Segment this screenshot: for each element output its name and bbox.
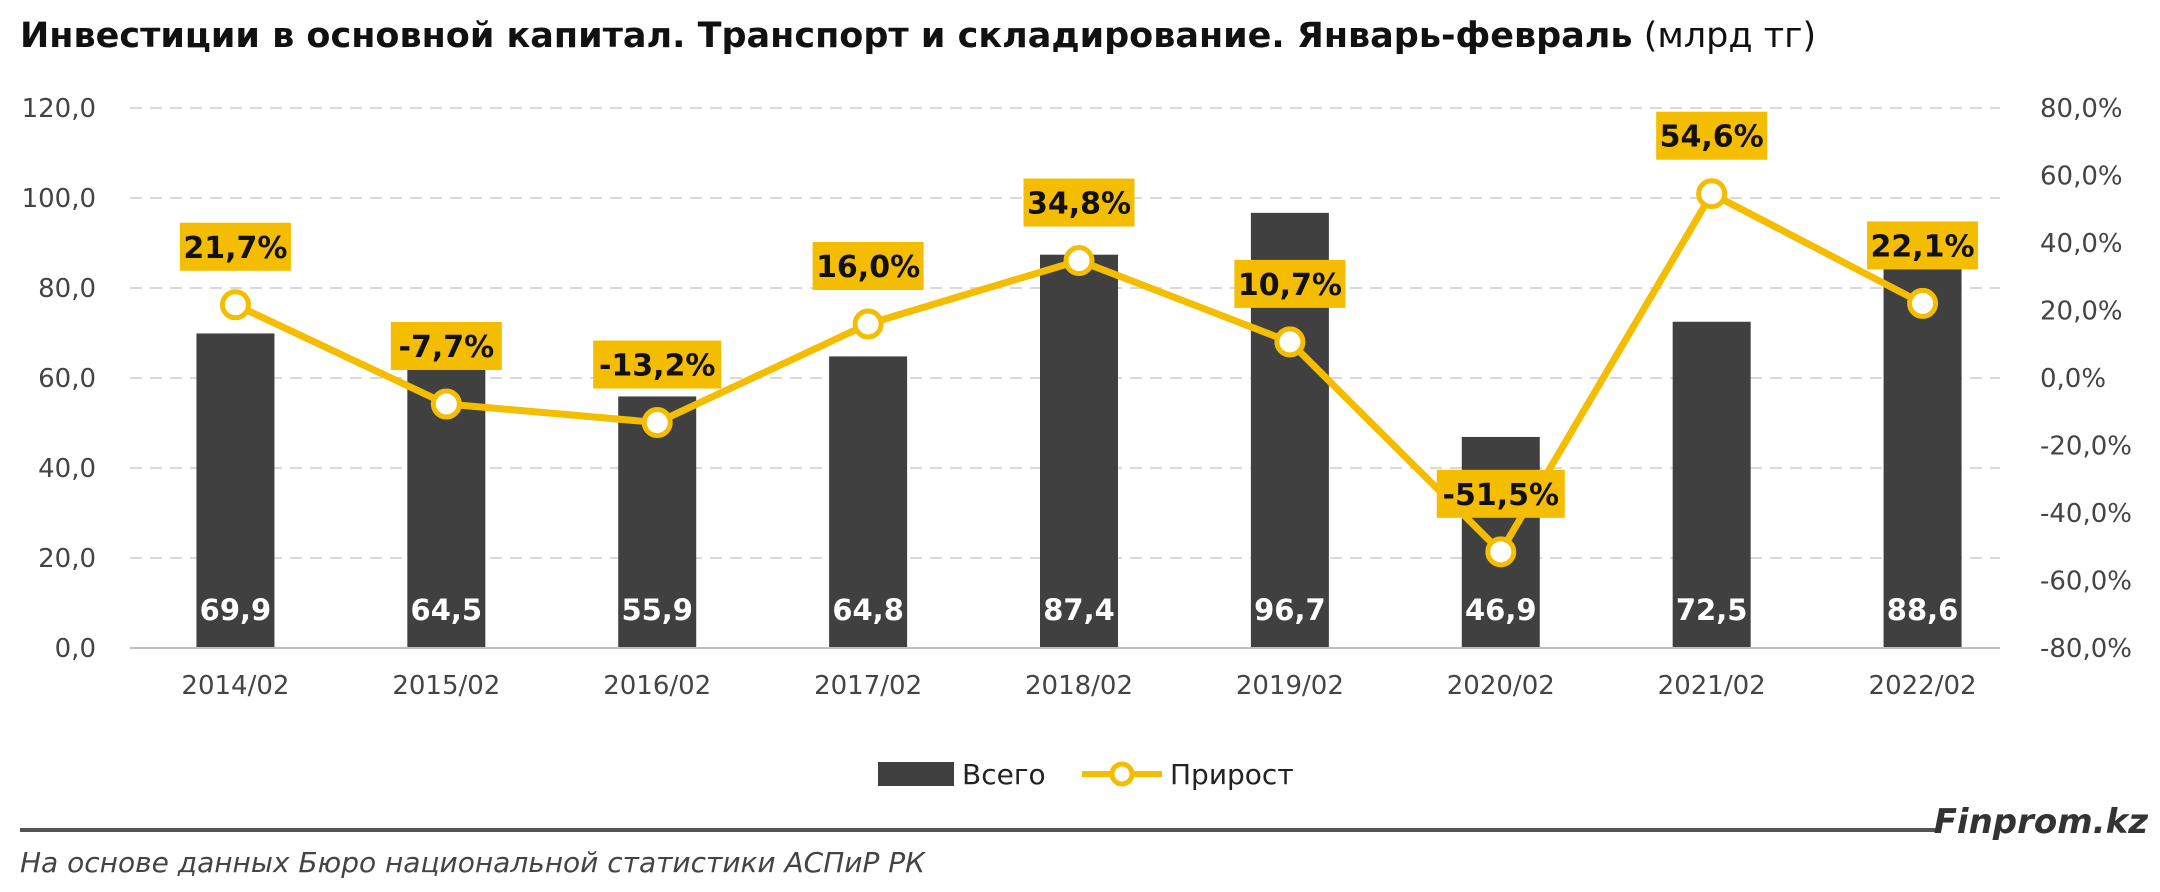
bar xyxy=(1672,321,1751,648)
legend: Всего Прирост xyxy=(878,758,1294,791)
left-axis: 0,0 20,0 40,0 60,0 80,0 100,0 120,0 xyxy=(22,94,96,664)
left-tick-label: 40,0 xyxy=(38,454,96,484)
growth-label: -7,7% xyxy=(399,330,495,365)
legend-swatch-marker xyxy=(1109,761,1135,787)
growth-label-box xyxy=(1867,221,1979,270)
x-tick-label: 2022/02 xyxy=(1869,671,1977,701)
x-tick-label: 2016/02 xyxy=(603,671,711,701)
growth-label-box xyxy=(812,242,924,290)
growth-label: 22,1% xyxy=(1871,229,1975,264)
right-tick-label: 0,0% xyxy=(2040,364,2106,394)
bar xyxy=(196,333,275,648)
growth-label-box xyxy=(390,321,502,370)
left-tick-label: 20,0 xyxy=(38,544,96,574)
growth-label-box xyxy=(1656,111,1768,160)
bar xyxy=(829,356,908,648)
right-tick-label: -80,0% xyxy=(2040,634,2132,664)
legend-label: Всего xyxy=(962,758,1046,791)
right-tick-label: -60,0% xyxy=(2040,567,2132,597)
x-tick-label: 2018/02 xyxy=(1025,671,1133,701)
bars: 69,9 64,5 55,9 64,8 87,4 96,7 46,9 72,5 88,6 xyxy=(196,212,1962,649)
bar-value-label: 88,6 xyxy=(1887,593,1959,627)
growth-label-box xyxy=(1234,259,1346,308)
right-tick-label: 80,0% xyxy=(2040,94,2123,124)
growth-label-box xyxy=(1436,469,1565,518)
growth-label: 34,8% xyxy=(1027,187,1131,222)
growth-line: 21,7% -7,7% -13,2% 16,0% 34,8% 10,7% -51,5% 54,… xyxy=(179,111,1979,568)
growth-point xyxy=(1063,245,1095,277)
left-tick-label: 100,0 xyxy=(22,184,96,214)
left-tick-label: 0,0 xyxy=(55,634,96,664)
bar xyxy=(1040,254,1118,648)
left-tick-label: 60,0 xyxy=(38,364,96,394)
bar-value-label: 55,9 xyxy=(621,593,693,627)
growth-label: 16,0% xyxy=(816,250,920,285)
growth-point xyxy=(641,407,673,439)
right-tick-label: 40,0% xyxy=(2040,229,2123,259)
x-tick-label: 2020/02 xyxy=(1447,671,1555,701)
chart: 0,0 20,0 40,0 60,0 80,0 100,0 120,0 -80,0% -60,… xyxy=(22,94,2132,791)
bar-value-label: 96,7 xyxy=(1254,593,1326,627)
bar-value-label: 64,8 xyxy=(832,593,904,627)
growth-point xyxy=(852,308,884,340)
chart-title: Инвестиции в основной капитал. Транспорт… xyxy=(20,14,1816,58)
growth-label: 54,6% xyxy=(1660,120,1764,155)
right-tick-label: 20,0% xyxy=(2040,297,2123,327)
bar-value-label: 46,9 xyxy=(1465,593,1537,627)
bar xyxy=(618,396,697,648)
bar-value-label: 72,5 xyxy=(1676,593,1748,627)
x-axis: 2014/02 2015/02 2016/02 2017/02 2018/02 2019/… xyxy=(130,647,2000,701)
x-tick-label: 2015/02 xyxy=(392,671,500,701)
growth-label-box xyxy=(1023,178,1135,227)
right-tick-label: 60,0% xyxy=(2040,162,2123,192)
legend-swatch-bar xyxy=(878,762,954,786)
right-axis: -80,0% -60,0% -40,0% -20,0% 0,0% 20,0% 40,0% 60… xyxy=(2040,94,2132,664)
growth-label-box xyxy=(179,222,291,271)
bar-value-label: 87,4 xyxy=(1043,593,1115,627)
x-tick-label: 2021/02 xyxy=(1658,671,1766,701)
x-tick-label: 2019/02 xyxy=(1236,671,1344,701)
right-tick-label: -20,0% xyxy=(2040,432,2132,462)
bar-value-label: 69,9 xyxy=(200,593,272,627)
growth-point xyxy=(1696,178,1728,210)
chart-title-unit: (млрд тг) xyxy=(1643,16,1817,56)
growth-point xyxy=(1274,326,1306,358)
growth-point xyxy=(430,388,462,420)
growth-label: 21,7% xyxy=(183,231,287,266)
legend-label: Прирост xyxy=(1170,758,1294,791)
bar-value-label: 64,5 xyxy=(411,593,483,627)
left-tick-label: 80,0 xyxy=(38,274,96,304)
left-tick-label: 120,0 xyxy=(22,94,96,124)
chart-title-main: Инвестиции в основной капитал. Транспорт… xyxy=(20,16,1633,56)
growth-point xyxy=(1907,287,1939,319)
growth-label: 10,7% xyxy=(1238,268,1342,303)
source-note: На основе данных Бюро национальной стати… xyxy=(20,846,926,879)
growth-label: -13,2% xyxy=(599,349,716,384)
brand-logo: Finprom.kz xyxy=(1933,802,2148,842)
growth-point xyxy=(219,289,251,321)
x-tick-label: 2014/02 xyxy=(181,671,289,701)
footer-divider xyxy=(20,828,1938,832)
growth-label-box xyxy=(593,340,722,389)
growth-label: -51,5% xyxy=(1443,478,1560,513)
right-tick-label: -40,0% xyxy=(2040,499,2132,529)
x-tick-label: 2017/02 xyxy=(814,671,922,701)
growth-point xyxy=(1485,536,1517,568)
